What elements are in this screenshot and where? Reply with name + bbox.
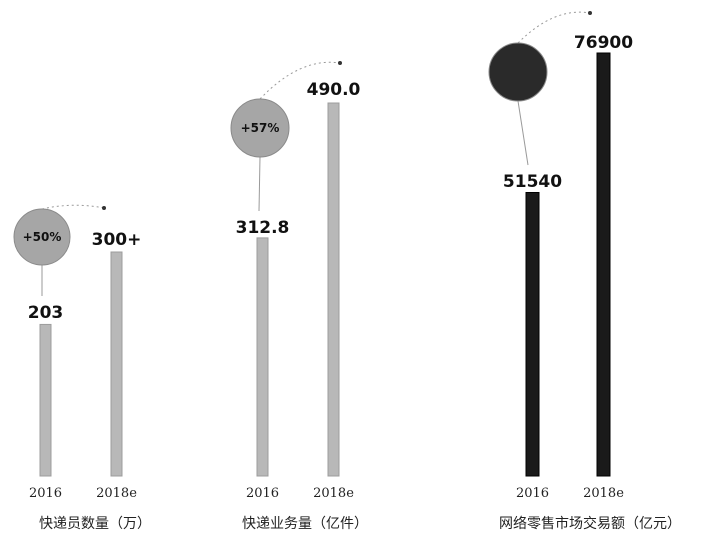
data-label: 51540 bbox=[503, 172, 562, 192]
data-label: 490.0 bbox=[307, 80, 361, 100]
growth-arc-end-dot bbox=[338, 61, 342, 65]
data-label: 76900 bbox=[574, 33, 633, 53]
data-label: 312.8 bbox=[236, 218, 290, 238]
chart-parcel-volume: +57% 312.8 2016 490.0 2018e 快递业务量（亿件） bbox=[230, 61, 368, 532]
chart-caption: 快递业务量（亿件） bbox=[242, 516, 368, 532]
growth-badge-label: +50% bbox=[23, 230, 62, 244]
bar-2016 bbox=[525, 191, 540, 477]
growth-connector bbox=[258, 156, 261, 212]
growth-arc-end-dot bbox=[588, 11, 592, 15]
growth-badge bbox=[488, 42, 548, 102]
growth-arc-end-dot bbox=[102, 206, 106, 210]
growth-badge-label: +57% bbox=[241, 121, 280, 135]
bar-2016 bbox=[256, 237, 269, 477]
data-label: 300+ bbox=[92, 230, 142, 250]
bar-2018e bbox=[596, 52, 611, 477]
x-tick-label: 2018e bbox=[313, 486, 354, 501]
chart-caption: 网络零售市场交易额（亿元） bbox=[499, 515, 681, 532]
growth-arc bbox=[41, 204, 105, 210]
chart-online-retail-sales: 51540 2016 76900 2018e 网络零售市场交易额（亿元） bbox=[488, 11, 681, 532]
data-label: 203 bbox=[28, 303, 64, 323]
growth-badge bbox=[230, 98, 290, 158]
x-tick-label: 2016 bbox=[246, 486, 279, 501]
chart-courier-count: +50% 203 2016 300+ 2018e 快递员数量（万） bbox=[13, 204, 151, 532]
growth-arc bbox=[259, 61, 341, 100]
x-tick-label: 2016 bbox=[516, 486, 549, 501]
x-tick-label: 2018e bbox=[583, 486, 624, 501]
bar-2018e bbox=[327, 102, 340, 477]
x-tick-label: 2016 bbox=[29, 486, 62, 501]
chart-caption: 快递员数量（万） bbox=[39, 516, 151, 532]
growth-connector bbox=[517, 100, 529, 166]
growth-badge bbox=[13, 208, 71, 266]
bar-2016 bbox=[39, 323, 52, 477]
x-tick-label: 2018e bbox=[96, 486, 137, 501]
bar-2018e bbox=[110, 251, 123, 477]
